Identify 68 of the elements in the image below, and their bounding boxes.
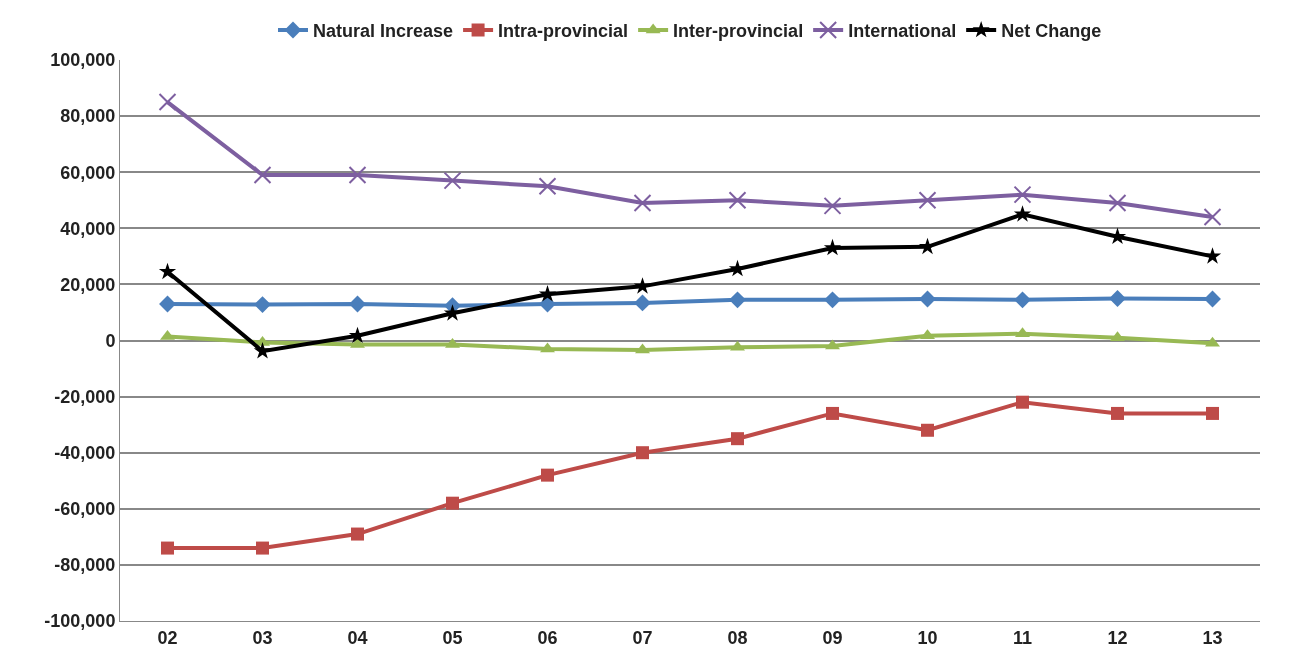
point [1013, 205, 1032, 222]
point [348, 166, 367, 185]
point [538, 285, 557, 302]
x-tick-label: 13 [1202, 627, 1223, 648]
point [921, 423, 934, 437]
x-tick-label: 06 [537, 627, 558, 648]
point [158, 93, 177, 112]
point [254, 296, 271, 314]
y-tick-label: 60,000 [60, 162, 116, 183]
y-tick-label: -80,000 [54, 555, 116, 576]
legend-label: Inter-provincial [673, 21, 804, 41]
legend-label: Intra-provincial [498, 21, 629, 41]
point [446, 496, 459, 510]
y-tick-label: 20,000 [60, 274, 116, 295]
legend-label: Natural Increase [313, 21, 454, 41]
x-tick-label: 08 [727, 627, 748, 648]
y-tick-label: 40,000 [60, 218, 116, 239]
point [1016, 395, 1029, 409]
point [633, 194, 652, 213]
x-tick-label: 04 [347, 627, 368, 648]
point [1014, 291, 1031, 309]
y-tick-label: -20,000 [54, 386, 116, 407]
x-tick-label: 03 [252, 627, 273, 648]
x-tick-label: 05 [442, 627, 463, 648]
y-tick-label: -40,000 [54, 443, 116, 463]
point [919, 290, 936, 308]
point [1013, 185, 1032, 204]
point [351, 527, 364, 541]
point [633, 277, 652, 294]
y-tick-label: 0 [105, 330, 116, 351]
point [541, 468, 554, 482]
x-tick-label: 09 [822, 627, 843, 648]
point [443, 171, 462, 190]
point [729, 291, 746, 309]
point [349, 295, 366, 313]
point [826, 406, 839, 420]
point [1111, 406, 1124, 420]
legend-label: Net Change [1001, 21, 1102, 41]
point [161, 541, 174, 555]
y-tick-label: 80,000 [60, 106, 116, 127]
point [253, 342, 272, 359]
x-tick-label: 02 [157, 627, 178, 648]
x-tick-label: 07 [632, 627, 653, 648]
x-tick-label: 10 [917, 627, 938, 648]
x-tick-label: 12 [1107, 627, 1128, 648]
point [823, 196, 842, 215]
point [634, 294, 651, 312]
point [256, 541, 269, 555]
x-tick-label: 11 [1012, 627, 1033, 648]
point [538, 177, 557, 196]
point [824, 291, 841, 309]
point [1206, 406, 1219, 420]
point [159, 295, 176, 313]
point [1203, 208, 1222, 227]
point [731, 432, 744, 446]
point [158, 262, 177, 280]
point [728, 191, 747, 210]
point [918, 191, 937, 210]
point [823, 238, 842, 256]
y-tick-label: -100,000 [44, 611, 116, 632]
point [253, 166, 272, 185]
point [1204, 290, 1221, 308]
y-tick-label: -60,000 [54, 499, 116, 520]
point [1108, 194, 1127, 213]
point [636, 446, 649, 460]
legend-label: International [848, 21, 957, 41]
y-tick-label: 100,000 [50, 50, 116, 71]
point [1109, 289, 1126, 307]
